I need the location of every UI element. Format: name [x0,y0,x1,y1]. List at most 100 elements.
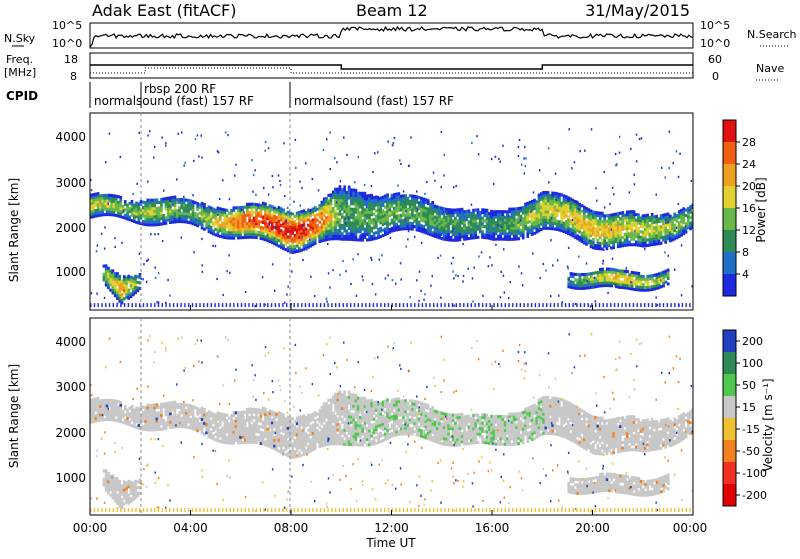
power-cell [427,216,430,219]
power-speckle [336,161,338,163]
power-cell [260,204,263,207]
power-cell [595,285,598,288]
power-cell [651,232,654,235]
power-cell [357,192,360,195]
power-speckle [441,131,443,133]
velocity-cell [171,426,174,429]
power-near-range [226,303,227,307]
power-cell [637,233,640,236]
power-speckle [326,298,328,300]
power-cell [280,218,283,221]
power-cell [493,219,496,222]
power-cell [667,269,670,272]
velocity-cell [280,443,283,446]
power-cell [130,287,133,290]
power-cell [585,207,588,210]
power-speckle [568,247,570,249]
power-cell [280,224,283,227]
power-cell [190,199,193,202]
power-cell [420,230,423,233]
power-cell [364,236,367,239]
power-cell [242,236,245,239]
power-ytick-1000: 1000 [55,265,86,279]
power-near-range [501,303,502,307]
power-cell [678,227,681,230]
power-cell [570,280,573,283]
power-cell [606,270,609,273]
power-cell [282,220,285,223]
power-cell [463,216,466,219]
power-cell [595,280,598,283]
power-cell [210,231,213,234]
velocity-cell [187,426,190,429]
power-cell [655,223,658,226]
velocity-cell [101,407,104,410]
power-cell [649,233,652,236]
power-speckle [552,264,554,266]
velocity-cell [298,416,301,419]
power-cell [542,202,545,205]
power-cell [490,229,493,232]
power-cell [404,205,407,208]
power-cell [264,216,267,219]
power-cell [280,243,283,246]
velocity-cell [300,434,303,437]
power-cell [282,211,285,214]
power-cell [445,227,448,230]
power-cell [160,212,163,215]
power-cell [560,221,563,224]
power-speckle [305,162,307,164]
power-cell [242,231,245,234]
power-cell [533,224,536,227]
power-near-range [456,303,457,307]
velocity-cell [264,413,267,416]
power-cell [603,217,606,220]
power-cell [251,233,254,236]
velocity-cell [282,441,285,444]
velocity-cell [235,428,238,431]
power-cell [416,195,419,198]
power-cell [662,228,665,231]
power-speckle [265,304,267,306]
power-cell [411,206,414,209]
power-cell [658,286,661,289]
power-cell [305,228,308,231]
power-cell [427,207,430,210]
power-speckle [91,292,93,294]
power-cell [452,220,455,223]
power-near-range [414,303,415,307]
power-cell [603,245,606,248]
power-speckle [286,293,288,295]
power-cell [486,231,489,234]
power-cell [370,205,373,208]
power-speckle [589,240,591,242]
power-cell [635,274,638,277]
power-speckle [158,233,160,235]
power-cell [228,228,231,231]
power-speckle [665,222,667,224]
power-cell [153,221,156,224]
power-cell [105,267,108,270]
power-cell [630,227,633,230]
power-cell [515,232,518,235]
power-speckle [434,180,436,182]
power-cell [647,283,650,286]
power-near-range [542,303,543,307]
power-cell [346,194,349,197]
power-cell [603,223,606,226]
noise-sky-label: N.Sky [4,32,36,45]
power-cell [533,213,536,216]
power-cell [289,212,292,215]
power-cell [339,218,342,221]
velocity-cell [235,425,238,428]
power-near-range [256,303,257,307]
power-cell [622,283,625,286]
power-near-range [508,303,509,307]
power-cell [452,214,455,217]
velocity-cell [180,425,183,428]
power-cell [264,227,267,230]
power-cell [131,200,134,203]
power-speckle [440,255,442,257]
power-cell [242,217,245,220]
power-cell [130,295,133,298]
